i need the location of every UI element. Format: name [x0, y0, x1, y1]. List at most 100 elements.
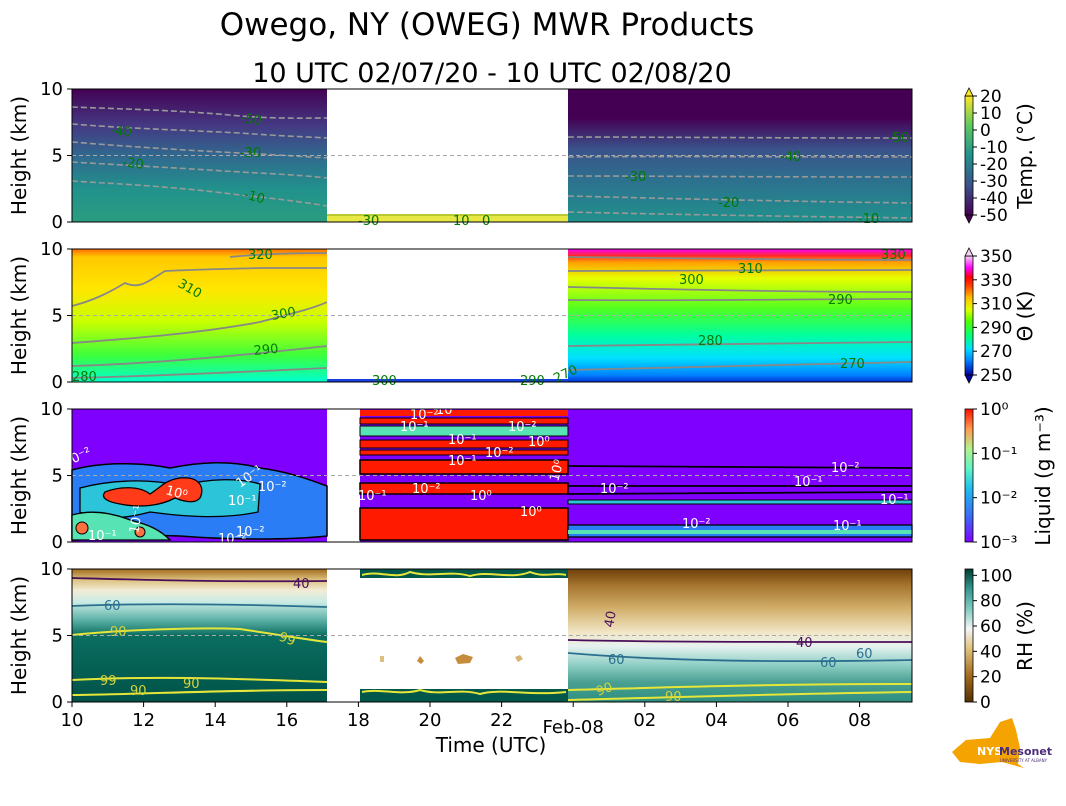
- y-axes: 0 5 10 Height (km) 0 5 10 Height (km) 0 5 10 Height…: [7, 79, 72, 713]
- colorbar-ticks: 20100-10-20-30-40-5035033031029027025010…: [973, 87, 1017, 713]
- x-tick-label: 20: [419, 710, 442, 731]
- liquid-contour-label: 10⁻²: [682, 517, 711, 532]
- x-tick-label: 16: [275, 710, 298, 731]
- rh-contour-line: [567, 652, 913, 663]
- colorbar-tick-label: 10⁻³: [980, 533, 1017, 553]
- liquid-contour-label: 10⁰: [547, 458, 567, 483]
- rh-contour-label: 90: [110, 625, 127, 640]
- colorbar-tick-label: 310: [980, 295, 1012, 315]
- temp-contour-line: [567, 175, 913, 178]
- colorbar-theta-label: Θ (K): [1013, 291, 1037, 342]
- temp-contour-label: -50: [888, 131, 909, 146]
- liquid-contour-label: 10⁻²: [831, 461, 860, 476]
- liquid-contour-label: 10⁻²: [236, 525, 265, 540]
- rh-contour-label: 60: [820, 656, 837, 671]
- y-tick-label: 5: [52, 306, 63, 327]
- liquid-band: [567, 499, 913, 505]
- y-axis-label: Height (km): [7, 576, 31, 695]
- colorbar-extend-arrow: [964, 374, 974, 384]
- y-tick-label: 0: [52, 372, 63, 393]
- temp-contour-label: -30: [625, 170, 646, 185]
- x-tick-label: 08: [848, 710, 871, 731]
- figure-title: Owego, NY (OWEG) MWR Products: [220, 7, 755, 43]
- colorbar-tick-label: 20: [980, 668, 1002, 688]
- liquid-contour-label: 10⁰: [164, 483, 189, 503]
- temp-contour-line: [567, 211, 913, 219]
- colorbar-tick-label: 10⁻²: [980, 489, 1017, 509]
- colorbar-tick-label: 10⁰: [980, 400, 1009, 420]
- temp-contour-label: -40: [109, 123, 132, 141]
- liquid-contour-label: 10⁻¹: [400, 420, 429, 435]
- theta-contour-label: 270: [840, 357, 865, 372]
- theta-contour-label: 310: [738, 262, 763, 277]
- rh-contour-line: [71, 603, 328, 608]
- temp-contour-label: -40: [780, 150, 801, 165]
- theta-surface-strip: [327, 379, 568, 382]
- rh-contour-line: [71, 676, 328, 683]
- x-axis-label: Time (UTC): [435, 733, 547, 757]
- colorbar-tick-label: 100: [980, 566, 1012, 586]
- liquid-cloud-region: [102, 477, 203, 507]
- theta-contour-line: [567, 286, 913, 293]
- colorbar-tick-label: 270: [980, 342, 1012, 362]
- panel-liquid: 10⁻² 10⁻¹ 10⁻¹ 10⁰ 10⁻² 10⁻¹ 10⁻¹ 10⁻² 1…: [61, 403, 913, 547]
- rh-field-middle-top: [360, 569, 568, 578]
- liquid-band: [359, 425, 569, 437]
- logo-university-text: UNIVERSITY AT ALBANY: [1000, 758, 1048, 763]
- x-tick-label: 10: [61, 710, 84, 731]
- x-axis: 10 12 14 16 18 20 22 Feb-08 02 04 06 08: [61, 702, 871, 738]
- theta-contour-label: 320: [248, 248, 273, 263]
- rh-contour-label: 40: [293, 577, 310, 592]
- colorbar-tick-label: 250: [980, 366, 1012, 386]
- y-tick-label: 10: [40, 239, 63, 260]
- temp-contour-label: -20: [718, 196, 739, 211]
- figure-subtitle: 10 UTC 02/07/20 - 10 UTC 02/08/20: [252, 58, 732, 89]
- liquid-band: [359, 439, 569, 449]
- theta-contour-label: 300: [270, 305, 297, 324]
- colorbar-tick-label: 0: [980, 121, 991, 141]
- liquid-band: [360, 410, 568, 416]
- colorbar-temperature-bar: [964, 95, 974, 216]
- rh-contour-label: 90: [594, 680, 615, 700]
- liquid-band: [359, 459, 569, 475]
- liquid-contour-label: 10⁻²: [412, 482, 441, 497]
- colorbar-tick-label: 290: [980, 318, 1012, 338]
- colorbar-extend-arrow: [964, 87, 974, 97]
- liquid-cloud-region: [134, 526, 146, 538]
- rh-contour-label: 99: [277, 630, 298, 650]
- colorbar-extend-arrow: [964, 247, 974, 257]
- x-tick-label: Feb-08: [543, 717, 604, 738]
- temp-contour-line: [71, 106, 328, 119]
- colorbar-rh-label: RH (%): [1013, 601, 1037, 671]
- theta-contour-label: 280: [72, 370, 97, 385]
- rh-contour-label: 99: [100, 674, 117, 689]
- x-tick-label: 18: [347, 710, 370, 731]
- colorbar-theta-bar: [964, 255, 974, 376]
- rh-contour-label: 60: [104, 599, 121, 614]
- colorbar-liquid-label: Liquid (g m⁻³): [1031, 406, 1055, 545]
- temp-contour-line: [567, 195, 913, 204]
- liquid-contour-label: 10⁻²: [410, 408, 439, 423]
- liquid-contour-label: 10⁻²: [600, 482, 629, 497]
- liquid-band: [568, 530, 912, 534]
- rh-field-middle-patch: [417, 656, 424, 664]
- rh-contour-label: 40: [796, 636, 813, 651]
- liquid-contour-label: 10⁰: [470, 489, 492, 504]
- temp-contour-label: -20: [121, 155, 144, 173]
- temp-contour-label: -30: [240, 146, 261, 161]
- rh-contour-label: 60: [856, 647, 873, 662]
- x-tick-label: 06: [777, 710, 800, 731]
- colorbar-tick-label: -10: [980, 138, 1008, 158]
- colorbar-liquid-bar: [964, 408, 974, 543]
- liquid-contour-label: 10⁻¹: [358, 489, 387, 504]
- y-axis-label: Height (km): [7, 96, 31, 215]
- new-york-state-shape-icon: [952, 718, 1024, 768]
- rh-contour-line: [567, 683, 913, 691]
- liquid-contour-label: 10⁰: [520, 505, 542, 520]
- liquid-contour-label: 10⁻¹: [448, 454, 477, 469]
- colorbar-rh: [964, 568, 974, 703]
- colorbar-tick-label: 60: [980, 617, 1002, 637]
- temp-contour-label: -10: [858, 212, 879, 227]
- colorbar-tick-label: 80: [980, 592, 1002, 612]
- theta-contour-label: 330: [881, 248, 906, 263]
